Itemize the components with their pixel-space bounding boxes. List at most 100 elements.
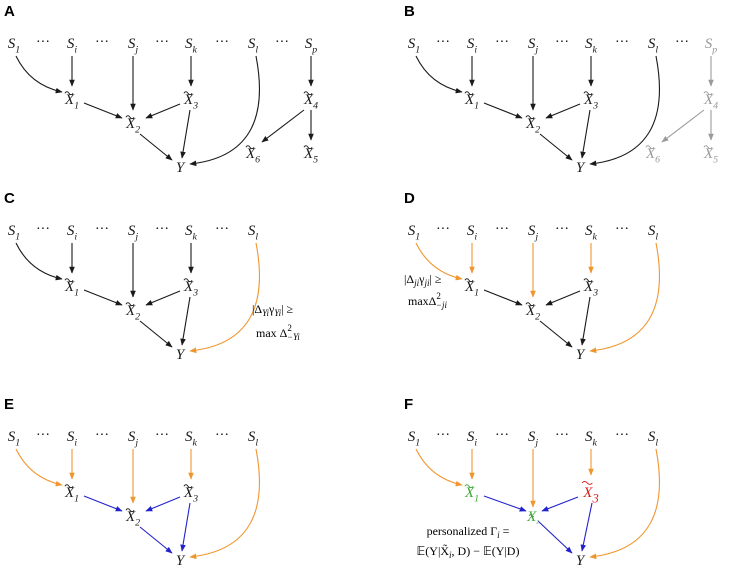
- node-c-y-label: Y: [176, 347, 186, 363]
- edge-e-s1-x1: [15, 448, 63, 487]
- ellipsis-c-2: ···: [95, 222, 109, 237]
- node-a-x2: X2: [125, 115, 140, 136]
- node-e-si-label: Si: [67, 429, 78, 449]
- edge-d-x3-y: [580, 296, 591, 346]
- ellipsis-d-3: ···: [555, 222, 569, 237]
- edge-f-s1-x1: [415, 448, 463, 487]
- node-b-x4-tilde: [703, 91, 713, 96]
- annotation-f-line2: 𝔼(Y|X̃i, D) − 𝔼(Y|D): [417, 544, 520, 560]
- node-c-sl: Sl: [248, 223, 259, 243]
- ellipsis-a-1: ···: [36, 35, 50, 50]
- text-layer: A B C D E F ··· ··· ··· ··· ··· ··· ··· ··· ··· ··· ··· ·…: [4, 3, 689, 560]
- node-c-s1-label: S1: [8, 223, 20, 243]
- edge-a-x3-x2: [145, 103, 181, 119]
- node-e-x2-tilde: [125, 508, 135, 513]
- node-d-sl: Sl: [648, 223, 659, 243]
- node-e-x3-tilde: [183, 484, 193, 489]
- node-c-sj-label: Sj: [128, 223, 139, 243]
- annotation-c-line1: |ΔYiγYi| ≥: [252, 302, 294, 318]
- node-f-y: Y: [576, 553, 586, 567]
- node-e-x1: X1: [64, 484, 79, 505]
- node-b-x3-label: X3: [583, 92, 598, 112]
- edge-d-x3-x2: [545, 290, 581, 306]
- node-a-x1: X1: [64, 91, 79, 112]
- node-b-x4-label: X4: [703, 92, 718, 112]
- node-a-x1-tilde: [64, 91, 74, 96]
- ellipsis-b-5: ···: [675, 35, 689, 50]
- node-b-x5-label: X5: [703, 146, 718, 166]
- ellipsis-b-1: ···: [436, 35, 450, 50]
- ellipsis-e-4: ···: [215, 428, 229, 443]
- ellipsis-a-5: ···: [275, 35, 289, 50]
- node-f-y-label: Y: [576, 553, 586, 567]
- ellipsis-c-4: ···: [215, 222, 229, 237]
- panel-label-c: C: [4, 190, 15, 207]
- node-f-x3: X3: [581, 480, 599, 506]
- node-a-sj-label: Sj: [128, 36, 139, 56]
- edge-f-x1-x2: [483, 495, 527, 512]
- node-e-x2-label: X2: [125, 509, 140, 529]
- node-b-y: Y: [576, 160, 586, 176]
- edge-d-x1-x2: [483, 289, 523, 306]
- node-b-sk-label: Sk: [585, 36, 598, 56]
- node-c-x3-label: X3: [183, 279, 198, 299]
- ellipsis-d-4: ···: [615, 222, 629, 237]
- node-c-x3-tilde: [183, 278, 193, 283]
- node-c-x2-tilde: [125, 302, 135, 307]
- edge-b-s1-x1: [415, 55, 463, 94]
- node-a-x1-label: X1: [64, 92, 79, 112]
- edge-a-x4-x6: [261, 109, 305, 143]
- ellipsis-b-3: ···: [555, 35, 569, 50]
- node-a-x3-tilde: [183, 91, 193, 96]
- node-a-s1: S1: [8, 36, 20, 56]
- node-a-x3-label: X3: [183, 92, 198, 112]
- edge-e-x2-y: [139, 526, 173, 554]
- node-f-x1-label: X1: [464, 485, 479, 505]
- ellipsis-a-3: ···: [155, 35, 169, 50]
- node-f-s1: S1: [408, 429, 420, 449]
- edge-e-x3-y: [180, 502, 191, 552]
- ellipsis-d-1: ···: [436, 222, 450, 237]
- node-d-si: Si: [467, 223, 478, 243]
- node-d-sk-label: Sk: [585, 223, 598, 243]
- node-b-si-label: Si: [467, 36, 478, 56]
- node-a-x5-tilde: [303, 145, 313, 150]
- node-a-y: Y: [176, 160, 186, 176]
- edge-f-sl-y: [589, 448, 660, 560]
- node-a-x4-tilde: [303, 91, 313, 96]
- node-b-sj-label: Sj: [528, 36, 539, 56]
- ellipsis-a-4: ···: [215, 35, 229, 50]
- node-c-si: Si: [67, 223, 78, 243]
- node-c-x1: X1: [64, 278, 79, 299]
- edge-a-x2-y: [139, 133, 173, 161]
- ellipsis-e-3: ···: [155, 428, 169, 443]
- node-b-x2-tilde: [525, 115, 535, 120]
- edge-c-x3-x2: [145, 290, 181, 306]
- node-f-si: Si: [467, 429, 478, 449]
- node-a-sp-label: Sp: [305, 36, 318, 56]
- ellipsis-b-4: ···: [615, 35, 629, 50]
- node-c-x2: X2: [125, 302, 140, 323]
- edge-f-x3-y: [580, 502, 593, 552]
- node-d-x1-tilde: [464, 278, 474, 283]
- node-d-x3: X3: [583, 278, 598, 299]
- node-d-x3-tilde: [583, 278, 593, 283]
- ellipsis-c-3: ···: [155, 222, 169, 237]
- node-b-sj: Sj: [528, 36, 539, 56]
- node-a-sp: Sp: [305, 36, 318, 56]
- edges-layer: [15, 55, 714, 560]
- node-f-x1: X1: [464, 484, 479, 505]
- node-f-sk: Sk: [585, 429, 598, 449]
- panel-label-f: F: [404, 396, 413, 413]
- node-f-si-label: Si: [467, 429, 478, 449]
- node-f-sl-label: Sl: [648, 429, 659, 449]
- node-d-si-label: Si: [467, 223, 478, 243]
- node-b-sl-label: Sl: [648, 36, 659, 56]
- node-d-x2: X2: [525, 302, 540, 323]
- node-d-s1-label: S1: [408, 223, 420, 243]
- node-a-sl-label: Sl: [248, 36, 259, 56]
- node-f-s1-label: S1: [408, 429, 420, 449]
- node-b-x1-tilde: [464, 91, 474, 96]
- annotation-f-line1: personalized Γi =: [427, 524, 510, 540]
- edge-f-x3-x2: [541, 496, 579, 512]
